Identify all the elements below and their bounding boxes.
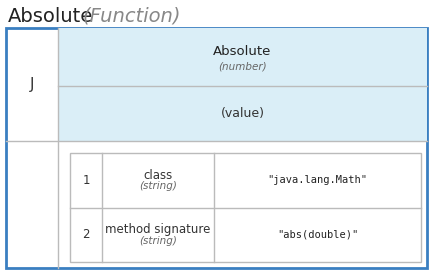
- Bar: [6, 28, 427, 268]
- Text: (number): (number): [218, 61, 267, 71]
- Text: (string): (string): [139, 236, 177, 246]
- Bar: [58, 86, 427, 141]
- Text: (string): (string): [139, 181, 177, 191]
- Text: 1: 1: [82, 174, 90, 187]
- Text: method signature: method signature: [105, 223, 211, 236]
- Text: "java.lang.Math": "java.lang.Math": [268, 175, 368, 185]
- Text: Absolute: Absolute: [213, 45, 271, 58]
- Text: 2: 2: [82, 228, 90, 241]
- Text: (value): (value): [220, 107, 265, 120]
- Text: (Function): (Function): [82, 7, 181, 25]
- Text: Absolute: Absolute: [8, 7, 93, 25]
- Bar: [70, 153, 421, 262]
- Text: "abs(double)": "abs(double)": [277, 230, 358, 240]
- Bar: [58, 28, 427, 86]
- Text: class: class: [143, 169, 173, 182]
- Text: J: J: [30, 77, 34, 92]
